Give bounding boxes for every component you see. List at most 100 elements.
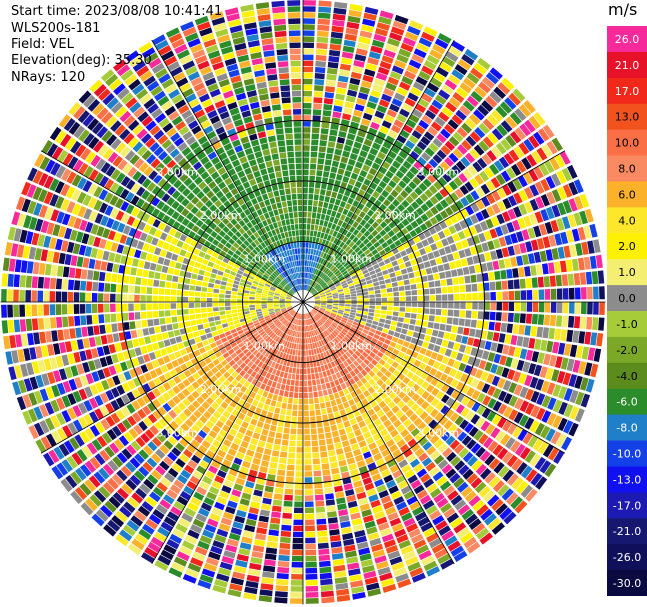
ray-gate	[110, 242, 119, 252]
ray-gate	[179, 233, 188, 242]
ray-gate	[206, 248, 214, 256]
ray-gate	[372, 83, 384, 93]
ray-gate	[339, 362, 346, 370]
ray-gate	[201, 352, 209, 360]
ray-gate	[329, 129, 338, 136]
ray-gate	[285, 476, 294, 483]
ray-gate	[127, 166, 138, 178]
ray-gate	[236, 359, 244, 366]
ray-gate	[111, 425, 122, 437]
ray-gate	[475, 417, 486, 428]
ray-gate	[349, 363, 356, 370]
ray-gate	[204, 344, 212, 352]
ray-gate	[402, 37, 416, 47]
ray-gate	[445, 435, 456, 446]
ray-gate	[379, 249, 386, 256]
ray-gate	[317, 12, 331, 19]
ray-gate	[18, 379, 27, 394]
ray-gate	[460, 407, 470, 418]
ray-gate	[80, 502, 94, 516]
ray-gate	[518, 324, 525, 335]
ray-gate	[281, 292, 287, 296]
ray-gate	[331, 339, 337, 346]
ray-gate	[313, 103, 322, 110]
ray-gate	[167, 467, 179, 478]
ray-gate	[326, 234, 332, 241]
ray-gate	[251, 356, 258, 363]
ray-gate	[221, 555, 235, 565]
ray-gate	[85, 349, 93, 360]
ray-gate	[115, 142, 127, 154]
ray-gate	[322, 315, 328, 320]
ray-gate	[253, 332, 259, 338]
ray-gate	[303, 115, 311, 121]
ray-gate	[207, 261, 215, 268]
ray-gate	[75, 231, 84, 243]
ray-gate	[489, 67, 503, 80]
ray-gate	[327, 517, 338, 524]
ray-gate	[131, 538, 145, 551]
ray-gate	[296, 343, 299, 350]
ray-gate	[327, 271, 333, 277]
ray-gate	[98, 189, 109, 201]
ray-gate	[280, 332, 285, 339]
ray-gate	[338, 276, 345, 281]
ray-gate	[405, 302, 412, 307]
ray-gate	[266, 318, 272, 323]
ray-gate	[262, 497, 272, 505]
ray-gate	[324, 240, 330, 247]
ray-gate	[134, 312, 141, 320]
ray-gate	[332, 13, 346, 21]
ray-gate	[268, 529, 279, 537]
ray-gate	[255, 324, 262, 329]
ray-gate	[312, 342, 316, 349]
ray-gate	[417, 308, 424, 314]
ray-gate	[223, 371, 231, 379]
ray-gate	[49, 178, 60, 192]
ray-gate	[163, 456, 174, 467]
ray-gate	[214, 247, 222, 254]
ray-gate	[69, 437, 80, 450]
ray-gate	[384, 278, 391, 284]
ray-gate	[512, 426, 523, 439]
ray-gate	[98, 282, 105, 292]
ray-gate	[305, 592, 319, 598]
ray-gate	[401, 512, 413, 522]
ray-gate	[584, 208, 594, 223]
ray-gate	[285, 298, 292, 301]
ray-gate	[371, 213, 379, 221]
ray-gate	[473, 109, 485, 121]
ray-gate	[51, 465, 64, 480]
ray-gate	[287, 373, 292, 380]
ray-gate	[286, 306, 292, 310]
ray-gate	[581, 241, 589, 255]
ray-gate	[326, 147, 335, 154]
ray-gate	[509, 131, 522, 144]
ray-gate	[272, 272, 278, 278]
ray-gate	[506, 269, 513, 279]
ray-gate	[156, 189, 166, 199]
ray-gate	[243, 290, 250, 294]
ray-gate	[109, 182, 120, 194]
ray-gate	[191, 225, 200, 233]
ray-gate	[314, 296, 320, 299]
ray-gate	[325, 310, 331, 314]
ray-gate	[255, 306, 262, 310]
ray-gate	[400, 545, 414, 555]
ray-gate	[379, 146, 389, 155]
ray-gate	[261, 332, 267, 338]
ray-gate	[333, 436, 341, 444]
ray-gate	[28, 392, 38, 406]
ray-gate	[224, 363, 232, 371]
ray-gate	[276, 350, 281, 357]
ray-gate	[307, 337, 310, 344]
ray-gate	[43, 235, 52, 248]
ray-gate	[381, 293, 387, 298]
ray-gate	[412, 264, 419, 272]
ray-gate	[429, 510, 442, 521]
ray-gate	[450, 400, 460, 411]
ray-gate	[376, 370, 384, 378]
ray-gate	[470, 319, 477, 328]
ray-gate	[244, 330, 251, 335]
ray-gate	[303, 60, 314, 67]
